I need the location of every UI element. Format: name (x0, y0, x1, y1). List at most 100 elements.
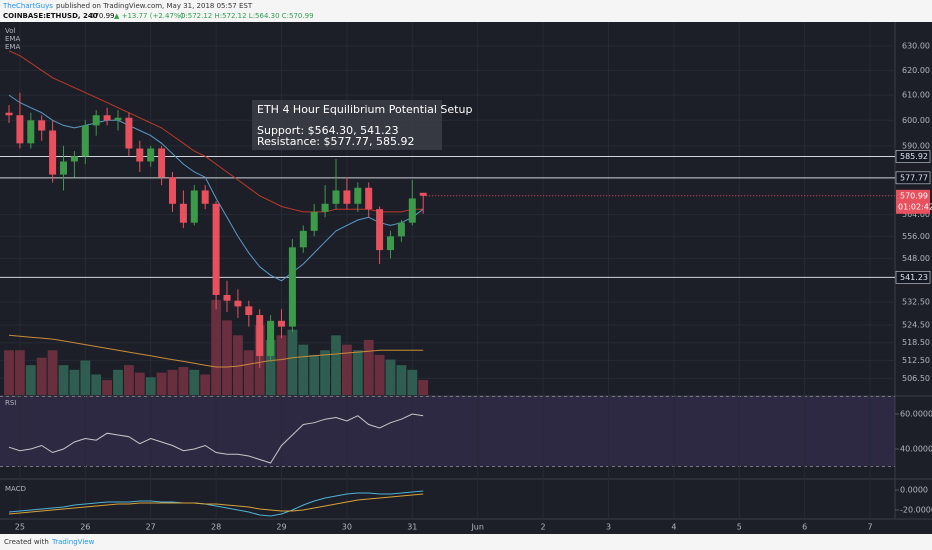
volume-bar (232, 335, 243, 395)
candle-body (70, 156, 78, 162)
volume-bar (396, 365, 407, 395)
candle-body (27, 120, 35, 144)
y-tick-label: 506.50 (902, 374, 930, 383)
volume-bar (189, 369, 200, 395)
volume-bar (91, 374, 102, 395)
footer-created: Created with (4, 538, 49, 546)
candle-body (16, 115, 24, 144)
candle-body (38, 120, 46, 131)
volume-bar (374, 354, 385, 395)
macd-tick-label: -20.0000 (900, 506, 932, 515)
candle-body (343, 190, 351, 204)
volume-bar (123, 365, 134, 395)
level-label: 585.92 (900, 152, 928, 161)
candle-body (387, 236, 394, 251)
volume-bar (265, 339, 276, 395)
footer-brand[interactable]: TradingView (51, 538, 95, 546)
candle-body (103, 115, 111, 121)
y-tick-label: 620.00 (902, 66, 930, 75)
level-label-box (895, 171, 931, 185)
volume-bar (407, 369, 418, 395)
x-tick-label: 30 (342, 523, 352, 532)
candle-body (408, 198, 416, 223)
level-label-box (895, 271, 931, 284)
volume-bar (167, 369, 178, 395)
y-tick-label: 556.00 (902, 232, 930, 241)
candle-body (5, 112, 13, 116)
candle-body (49, 130, 57, 175)
candle-body (332, 190, 340, 204)
candle-body (397, 222, 405, 237)
candle-body (158, 148, 166, 178)
macd-line (8, 493, 424, 515)
volume-bar (156, 372, 167, 395)
volume-bar (298, 344, 309, 395)
annotation-line: Support: $564.30, 541.23 (257, 124, 399, 137)
x-tick-label: 27 (146, 523, 156, 532)
y-tick-label: 564.00 (902, 210, 930, 219)
y-tick-label: 524.50 (902, 321, 930, 330)
annotation-box (252, 100, 442, 150)
candle-body (354, 187, 362, 204)
legend-label: EMA (5, 35, 20, 43)
x-tick-label: Jun (470, 523, 484, 532)
x-tick-label: 4 (671, 523, 676, 532)
volume-bar (320, 350, 331, 395)
legend-label: Vol (5, 27, 16, 35)
x-tick-label: 26 (80, 523, 90, 532)
x-tick-label: 29 (276, 523, 286, 532)
x-tick-label: 25 (15, 523, 25, 532)
ema-line (8, 94, 424, 282)
rsi-tick-label: 60.0000 (900, 409, 932, 418)
volume-bar (211, 299, 222, 395)
volume-bar (134, 372, 145, 395)
volume-bar (200, 374, 211, 395)
candle-body (223, 294, 231, 301)
candle-body (267, 320, 275, 356)
rsi-band (0, 396, 895, 467)
candle-body (81, 125, 89, 157)
macd-line (8, 490, 424, 517)
candle-body (419, 192, 427, 196)
volume-bar (385, 359, 396, 395)
candle-body (321, 203, 329, 212)
author[interactable]: TheChartGuys (2, 2, 53, 10)
volume-bar (58, 365, 69, 395)
x-tick-label: 31 (407, 523, 417, 532)
pane-label: RSI (5, 399, 16, 407)
price: 570.99 (90, 12, 115, 20)
volume-bar (352, 350, 363, 395)
volume-bar (47, 350, 58, 395)
volume-bar (309, 354, 320, 395)
candle-body (190, 190, 198, 223)
candle-body (114, 117, 122, 121)
candle-body (92, 115, 100, 126)
y-tick-label: 532.50 (902, 298, 930, 307)
volume-bar (418, 380, 429, 395)
pane-label: MACD (5, 485, 26, 493)
candle-body (278, 320, 285, 327)
last-price-label: 570.99 (900, 191, 928, 200)
candle-body (310, 211, 318, 231)
last-price-box (896, 189, 930, 214)
volume-bar (145, 377, 156, 395)
x-tick-label: 7 (868, 523, 873, 532)
volume-bar (36, 357, 47, 395)
x-tick-label: 28 (211, 523, 221, 532)
candle-body (288, 247, 296, 327)
annotation-title: ETH 4 Hour Equilibrium Potential Setup (257, 103, 472, 116)
symbol: COINBASE:ETHUSD, 240 (3, 12, 98, 20)
candle-body (245, 306, 253, 316)
y-tick-label: 548.00 (902, 254, 930, 263)
volume-bar (287, 329, 298, 395)
countdown-label: 01:02:42 (898, 202, 932, 211)
volume-bar (102, 380, 113, 395)
legend-label: EMA (5, 43, 20, 51)
ema-line (8, 50, 424, 213)
published: published on TradingView.com, May 31, 20… (56, 2, 253, 10)
volume-bar (69, 369, 80, 395)
y-tick-label: 630.00 (902, 41, 930, 50)
x-tick-label: 5 (737, 523, 742, 532)
candle-body (376, 209, 384, 251)
